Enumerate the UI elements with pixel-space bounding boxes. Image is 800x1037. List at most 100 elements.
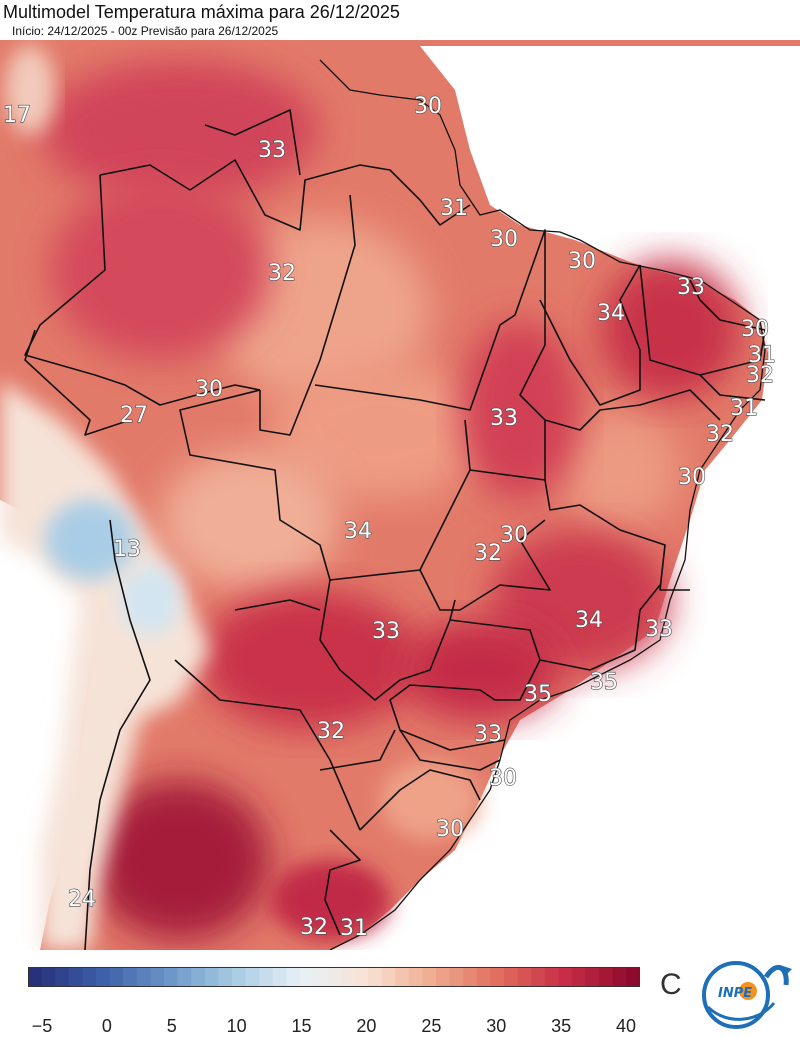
hot-zone-maranhao — [460, 320, 580, 500]
light-zone-ne-interior — [560, 410, 680, 530]
hot-zone-uruguay — [270, 860, 390, 940]
colorbar-step — [96, 967, 111, 987]
colorbar-step — [395, 967, 410, 987]
colorbar-step — [504, 967, 519, 987]
contour-label-33: 33 — [372, 619, 400, 644]
contour-label-32: 32 — [317, 719, 345, 744]
hot-zone-amazonas — [50, 180, 270, 360]
svg-text:INPE: INPE — [718, 986, 752, 1001]
contour-label-34: 34 — [344, 519, 372, 544]
forecast-subtitle: Início: 24/12/2025 - 00z Previsão para 2… — [12, 24, 279, 38]
contour-label-30: 30 — [678, 465, 706, 490]
colorbar-step — [191, 967, 206, 987]
contour-label-31: 31 — [748, 343, 776, 368]
contour-label-31: 31 — [440, 196, 468, 221]
temperature-colorbar — [28, 967, 641, 987]
contour-label-30: 30 — [414, 94, 442, 119]
andes-cold-core — [45, 500, 135, 580]
colorbar-step — [517, 967, 532, 987]
colorbar-tick-label: 30 — [486, 1016, 507, 1036]
colorbar-step — [558, 967, 573, 987]
hot-zone-north — [40, 60, 320, 200]
colorbar-tick-label: −5 — [31, 1016, 53, 1036]
colorbar-step — [41, 967, 56, 987]
contour-label-27: 27 — [120, 403, 148, 428]
hot-zone-argentina — [90, 780, 270, 940]
contour-label-24: 24 — [68, 887, 96, 912]
contour-label-30: 30 — [489, 766, 517, 791]
contour-label-33: 33 — [645, 617, 673, 642]
colorbar-step — [531, 967, 546, 987]
contour-label-32: 32 — [746, 363, 774, 388]
colorbar-tick-label: 0 — [101, 1016, 112, 1036]
colorbar-step — [150, 967, 165, 987]
colorbar-step — [327, 967, 342, 987]
contour-labels: 17 33 30 31 30 30 33 32 34 30 31 32 31 3… — [2, 93, 776, 941]
hot-zone-paraguay — [200, 590, 420, 730]
colorbar-step — [599, 967, 614, 987]
contour-label-33: 33 — [490, 406, 518, 431]
colorbar-step — [544, 967, 559, 987]
colorbar-tick-label: 5 — [166, 1016, 177, 1036]
colorbar-step — [408, 967, 423, 987]
unit-label: C — [660, 968, 682, 1001]
colorbar-step — [340, 967, 355, 987]
contour-label-13: 13 — [113, 537, 141, 562]
colorbar-step — [28, 967, 43, 987]
colorbar-step — [204, 967, 219, 987]
contour-label-34: 34 — [597, 301, 625, 326]
contour-label-30: 30 — [490, 227, 518, 252]
colorbar-step — [218, 967, 233, 987]
contour-label-35: 35 — [590, 670, 618, 695]
colorbar-step — [422, 967, 437, 987]
map-title: Multimodel Temperatura máxima para 26/12… — [3, 2, 400, 22]
colorbar-step — [123, 967, 138, 987]
colorbar-step — [368, 967, 383, 987]
contour-label-35: 35 — [524, 682, 552, 707]
light-zone-central — [270, 360, 490, 500]
colorbar-step — [490, 967, 505, 987]
colorbar-tick-label: 35 — [551, 1016, 572, 1036]
contour-label-31: 31 — [340, 916, 368, 941]
contour-label-32: 32 — [268, 261, 296, 286]
colorbar-step — [232, 967, 247, 987]
colorbar-tick-label: 25 — [421, 1016, 442, 1036]
colorbar-step — [109, 967, 124, 987]
contour-label-17: 17 — [3, 103, 31, 128]
colorbar-tick-label: 40 — [615, 1016, 637, 1036]
inpe-logo: INPE — [696, 955, 792, 1031]
contour-label-31: 31 — [730, 396, 758, 421]
colorbar-tick-label: 10 — [226, 1016, 247, 1036]
contour-label-32: 32 — [706, 422, 734, 447]
contour-label-30: 30 — [195, 377, 223, 402]
colorbar-border — [28, 967, 640, 987]
colorbar-step — [313, 967, 328, 987]
colorbar-step — [436, 967, 451, 987]
contour-label-30: 30 — [500, 523, 528, 548]
hot-zone-nordeste — [600, 260, 740, 400]
colorbar-step — [272, 967, 287, 987]
contour-label-30: 30 — [568, 249, 596, 274]
colorbar-step — [463, 967, 478, 987]
colorbar-tick-label: 15 — [291, 1016, 312, 1036]
colorbar-step — [612, 967, 627, 987]
colorbar-step — [82, 967, 97, 987]
colorbar-step — [177, 967, 192, 987]
colorbar-step — [245, 967, 260, 987]
colorbar-step — [381, 967, 396, 987]
light-zone-south-pantanal — [160, 450, 340, 590]
andes-north-cold — [5, 45, 55, 135]
temperature-map: 17 33 30 31 30 30 33 32 34 30 31 32 31 3… — [0, 40, 800, 950]
light-zone-rs — [380, 760, 480, 840]
colorbar-step — [136, 967, 151, 987]
colorbar-step — [449, 967, 464, 987]
contour-label-30: 30 — [436, 817, 464, 842]
contour-label-33: 33 — [258, 138, 286, 163]
contour-label-33: 33 — [474, 722, 502, 747]
contour-label-34: 34 — [575, 608, 603, 633]
colorbar-step — [572, 967, 587, 987]
contour-label-33: 33 — [677, 275, 705, 300]
contour-label-32: 32 — [474, 541, 502, 566]
colorbar-step — [286, 967, 301, 987]
colorbar-step — [164, 967, 179, 987]
